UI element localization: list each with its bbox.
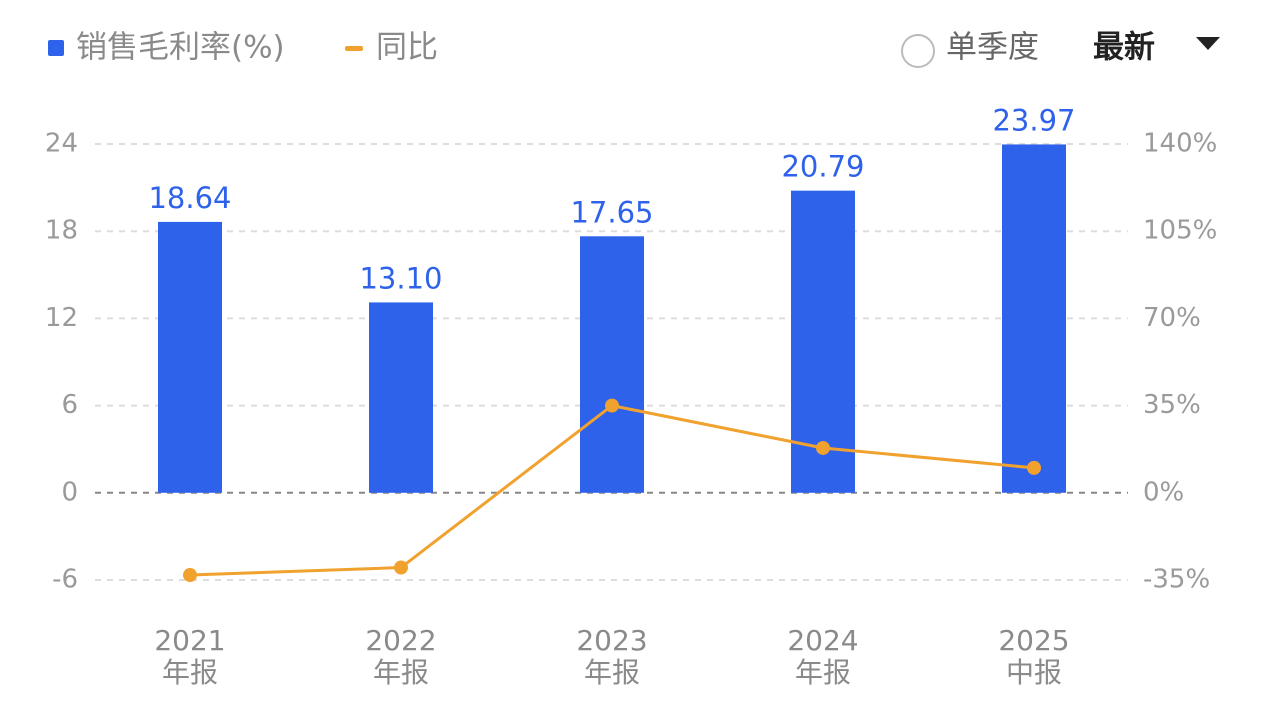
- value-label: 20.79: [781, 150, 864, 184]
- bar: [369, 302, 433, 493]
- y-tick-label: 18: [45, 216, 78, 246]
- x-tick-label: 2022: [365, 624, 436, 657]
- y2-tick-label: 35%: [1143, 390, 1201, 420]
- x-tick-label: 2021: [154, 624, 225, 657]
- legend-swatch: [48, 40, 64, 56]
- value-label: 18.64: [148, 181, 231, 215]
- x-tick-label: 年报: [373, 656, 429, 689]
- line-point: [605, 398, 619, 413]
- dropdown-arrow[interactable]: [1196, 37, 1220, 50]
- bar: [158, 221, 222, 493]
- line-point: [183, 568, 197, 583]
- line-point: [1027, 460, 1041, 475]
- x-tick-label: 年报: [584, 656, 640, 689]
- sort-dropdown[interactable]: 最新: [1093, 30, 1220, 66]
- x-tick-label: 2023: [576, 624, 647, 657]
- bar: [580, 236, 644, 493]
- sort-label[interactable]: 最新: [1093, 30, 1155, 66]
- x-tick-label: 2025: [998, 624, 1069, 657]
- option-label[interactable]: 单季度: [946, 30, 1039, 66]
- y2-tick-label: 105%: [1143, 216, 1217, 246]
- radio[interactable]: [901, 34, 935, 68]
- x-tick-label: 2024: [787, 624, 858, 657]
- x-tick-label: 年报: [162, 656, 218, 689]
- bar: [1002, 144, 1066, 493]
- y-tick-label: 0: [61, 477, 78, 507]
- y2-tick-label: 0%: [1143, 477, 1184, 507]
- value-label: 17.65: [570, 195, 653, 229]
- y-tick-label: 6: [61, 390, 78, 420]
- y-tick-label: 12: [45, 303, 78, 333]
- x-tick-label: 年报: [795, 656, 851, 689]
- y-tick-label: -6: [52, 565, 78, 595]
- y-tick-label: 24: [45, 129, 78, 159]
- legend-label: 同比: [376, 30, 438, 66]
- value-label: 13.10: [359, 261, 442, 295]
- line-point: [394, 560, 408, 575]
- y2-tick-label: 70%: [1143, 303, 1201, 333]
- y2-tick-label: 140%: [1143, 129, 1217, 159]
- option-toggle[interactable]: 单季度: [901, 30, 1039, 68]
- line-point: [816, 440, 830, 455]
- y2-tick-label: -35%: [1143, 565, 1210, 595]
- x-tick-label: 中报: [1006, 656, 1062, 689]
- value-label: 23.97: [992, 103, 1075, 137]
- legend-swatch: [345, 46, 363, 51]
- legend-label: 销售毛利率(%): [76, 30, 285, 66]
